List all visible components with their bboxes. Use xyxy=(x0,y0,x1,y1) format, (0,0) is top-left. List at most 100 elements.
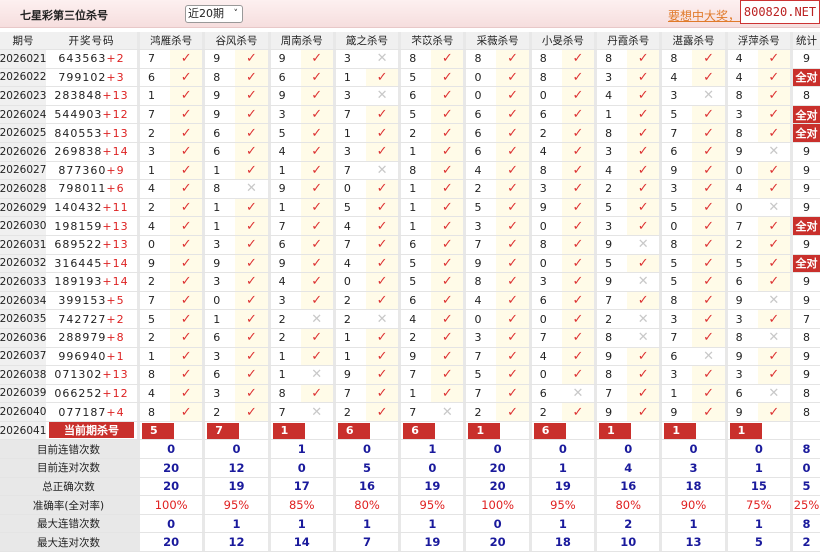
kill-number: 3 xyxy=(474,331,482,345)
issue-cell: 2026032 xyxy=(0,254,46,273)
kill-number: 8 xyxy=(735,89,743,103)
kill-number: 6 xyxy=(735,386,743,400)
stats-value: 1 xyxy=(267,440,333,459)
kill-number: 1 xyxy=(409,201,417,215)
cross-icon: ✕ xyxy=(768,385,780,401)
table-row: 2026035 742727 +2 5 ✓ 1 ✓ 2 ✕ 2 ✕ 4 ✓ 0 ✓ 0 ✓ 2 ✕ 3 ✓ 3 ✓ 7 xyxy=(0,310,820,329)
draw-sum: +14 xyxy=(102,256,129,270)
kill-cell: 8 ✓ xyxy=(528,161,595,180)
check-icon: ✓ xyxy=(561,198,595,217)
kill-cell: 2 ✓ xyxy=(724,235,790,254)
kill-cell: 8 ✕ xyxy=(724,328,790,347)
check-icon: ✓ xyxy=(235,142,268,161)
check-icon: ✓ xyxy=(170,142,203,161)
kill-number: 3 xyxy=(213,349,221,363)
kill-cell: 5 ✓ xyxy=(659,198,725,217)
check-icon: ✓ xyxy=(300,105,333,124)
issue-cell: 2026031 xyxy=(0,235,46,254)
check-icon: ✓ xyxy=(627,291,660,310)
kill-number: 3 xyxy=(278,294,286,308)
kill-number: 4 xyxy=(474,294,482,308)
kill-number: 3 xyxy=(670,89,678,103)
kill-cell: 1 ✓ xyxy=(202,161,268,180)
check-icon: ✓ xyxy=(235,87,268,105)
issue-cell: 2026030 xyxy=(0,217,46,235)
kill-number: 6 xyxy=(409,238,417,252)
check-icon: ✓ xyxy=(627,403,660,421)
kill-cell: 7 ✓ xyxy=(463,235,529,254)
draw-sum: +1 xyxy=(106,349,125,363)
draw-sum: +13 xyxy=(102,219,129,233)
check-icon: ✓ xyxy=(431,105,464,124)
kill-cell: 5 ✓ xyxy=(398,254,464,273)
draw-digits: 071302 xyxy=(54,368,103,382)
stats-value: 19 xyxy=(528,477,594,496)
promo-link[interactable]: 要想中大奖， xyxy=(668,9,741,23)
kill-number: 6 xyxy=(409,294,417,308)
stats-value: 4 xyxy=(594,459,659,477)
kill-cell: 3 ✓ xyxy=(332,142,399,161)
stat-cell: 9 xyxy=(789,198,820,217)
draw-digits: 877360 xyxy=(58,163,107,177)
kill-number: 8 xyxy=(605,368,613,382)
issue-cell: 2026034 xyxy=(0,291,46,310)
table-row: 2026040 077187 +4 8 ✓ 2 ✓ 7 ✕ 2 ✓ 7 ✕ 2 ✓ 2 ✓ 9 ✓ 9 ✓ 9 ✓ 8 xyxy=(0,403,820,422)
kill-number: 2 xyxy=(343,405,351,419)
check-icon: ✓ xyxy=(365,124,399,142)
check-icon: ✓ xyxy=(300,347,333,366)
kill-cell: 1 ✕ xyxy=(267,366,333,384)
kill-number: 1 xyxy=(605,108,613,122)
kill-number: 4 xyxy=(343,219,351,233)
kill-cell: 2 ✓ xyxy=(398,124,464,142)
kill-cell: 9 ✓ xyxy=(463,254,529,273)
kill-number: 9 xyxy=(278,89,286,103)
kill-cell: 8 ✓ xyxy=(398,50,464,68)
kill-number: 0 xyxy=(539,368,547,382)
stats-value: 80% xyxy=(594,496,659,514)
check-icon: ✓ xyxy=(431,217,464,235)
check-icon: ✓ xyxy=(300,180,333,198)
current-kill-cell: 1 xyxy=(724,421,790,440)
draw-digits: 066252 xyxy=(54,386,103,400)
cross-icon: ✕ xyxy=(703,88,714,104)
draw-digits: 799102 xyxy=(58,70,107,84)
kill-number: 3 xyxy=(213,275,221,289)
period-select[interactable]: 近20期 ˅ xyxy=(185,5,243,23)
kill-number: 2 xyxy=(148,275,155,289)
all-correct-badge: 全对 xyxy=(792,124,820,142)
kill-number: 3 xyxy=(735,312,743,326)
kill-cell: 6 ✓ xyxy=(463,142,529,161)
check-icon: ✓ xyxy=(300,124,333,142)
kill-cell: 2 ✓ xyxy=(528,403,595,421)
kill-cell: 1 ✓ xyxy=(398,198,464,217)
draw-number-cell: 283848 +13 xyxy=(46,87,137,105)
kill-cell: 7 ✓ xyxy=(463,347,529,366)
check-icon: ✓ xyxy=(757,105,790,124)
draw-digits: 189193 xyxy=(54,275,103,289)
kill-number: 4 xyxy=(148,182,155,196)
kill-cell: 7 ✕ xyxy=(398,403,463,421)
draw-sum: +13 xyxy=(102,89,129,103)
kill-number: 9 xyxy=(735,349,743,363)
kill-number: 8 xyxy=(539,163,547,177)
kill-number: 4 xyxy=(278,145,286,159)
kill-cell: 1 ✓ xyxy=(137,87,203,105)
column-header: 周南杀号 xyxy=(267,32,333,49)
stats-value: 0 xyxy=(398,459,463,477)
check-icon: ✓ xyxy=(300,87,333,105)
draw-number-cell: 316445 +14 xyxy=(46,255,137,273)
kill-cell: 8 ✓ xyxy=(137,403,203,421)
kill-cell: 1 ✓ xyxy=(398,384,464,403)
kill-cell: 7 ✓ xyxy=(137,50,203,68)
current-kill-cell: 1 xyxy=(463,421,528,440)
stat-cell: 8 xyxy=(789,87,820,105)
table-header-row: 期号 开奖号码 鸿雁杀号 谷风杀号 周南杀号 箴之杀号 芣苡杀号 采薇杀号 小旻杀号 丹霞杀号 湛露… xyxy=(0,32,820,50)
issue-cell: 2026021 xyxy=(0,50,46,68)
issue-cell: 2026038 xyxy=(0,366,46,384)
kill-cell: 9 ✓ xyxy=(724,403,790,421)
kill-cell: 2 ✓ xyxy=(202,403,268,421)
kill-number: 1 xyxy=(278,201,286,215)
stat-value: 9 xyxy=(802,238,810,252)
draw-sum: +12 xyxy=(102,108,129,122)
draw-digits: 283848 xyxy=(54,89,103,103)
